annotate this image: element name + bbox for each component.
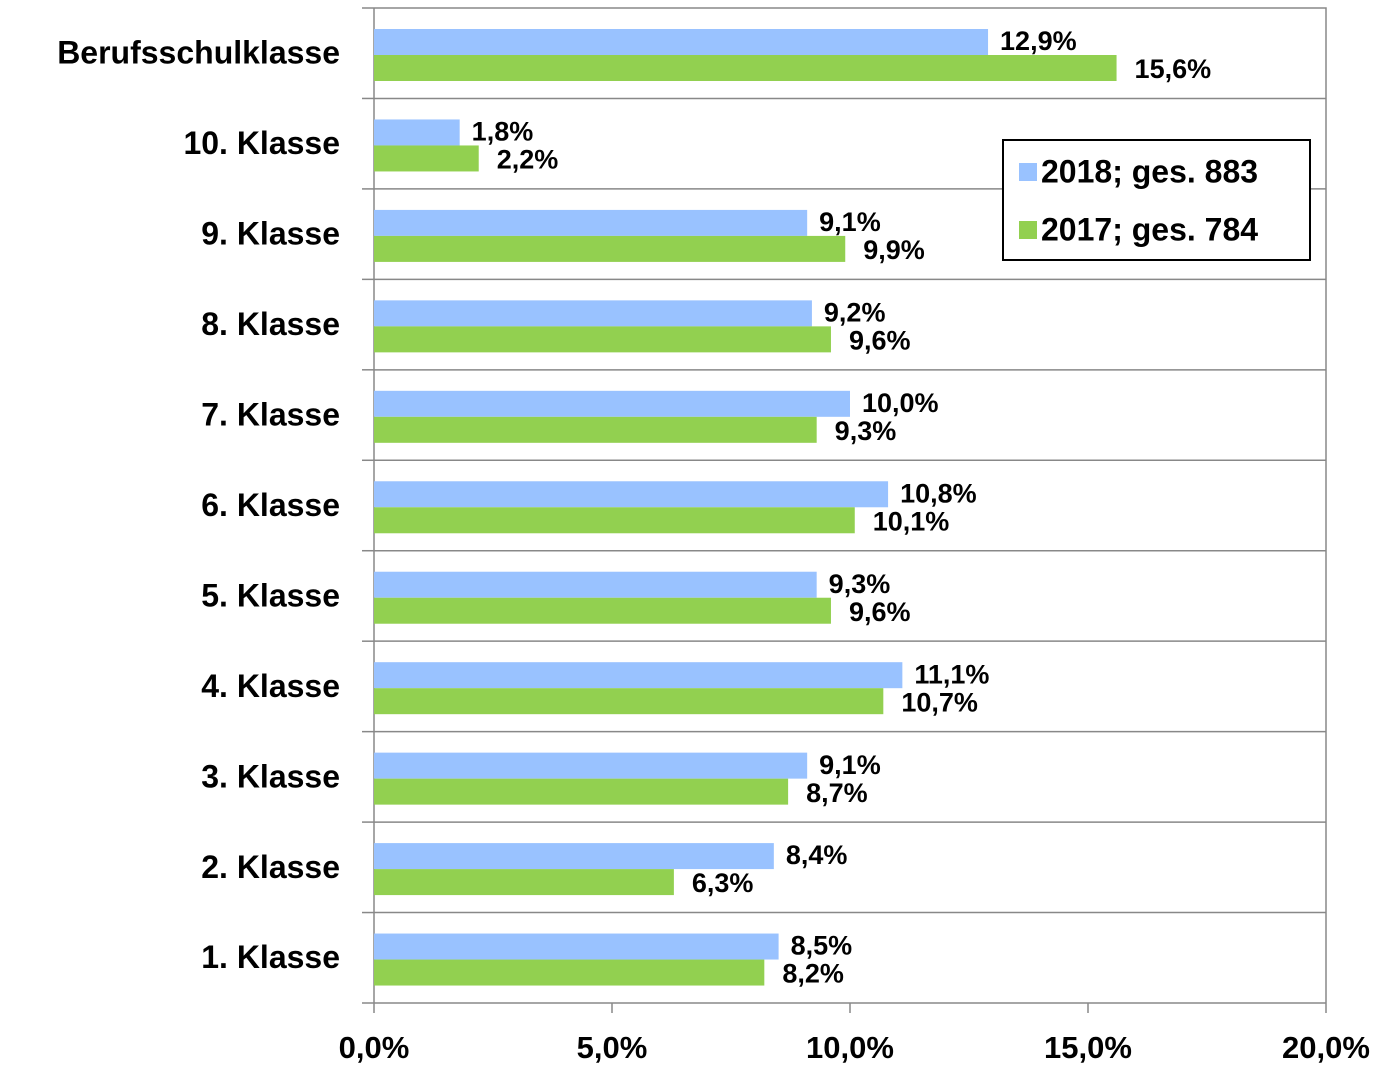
data-label: 9,9% (863, 235, 925, 265)
y-tick-label: 4. Klasse (201, 668, 340, 704)
data-label: 8,4% (786, 840, 848, 870)
bar (374, 933, 779, 960)
data-label: 1,8% (472, 117, 534, 147)
bar (374, 29, 989, 55)
bar (374, 481, 889, 508)
data-label: 6,3% (692, 868, 754, 898)
bar (374, 145, 479, 172)
data-label: 12,9% (1000, 26, 1077, 56)
bar (374, 416, 817, 443)
bar (374, 662, 903, 689)
bar (374, 300, 812, 327)
bar (374, 869, 674, 896)
data-label: 11,1% (914, 659, 989, 689)
data-label: 9,1% (819, 750, 881, 780)
y-tick-label: 1. Klasse (201, 939, 340, 975)
bar (374, 571, 817, 598)
bar (374, 778, 789, 805)
legend-label: 2017; ges. 784 (1041, 211, 1258, 247)
x-tick-label: 5,0% (577, 1030, 648, 1065)
bar (374, 507, 855, 534)
data-label: 9,3% (829, 569, 891, 599)
x-tick-label: 10,0% (806, 1030, 894, 1065)
data-label: 9,3% (835, 416, 897, 446)
y-tick-label: 5. Klasse (201, 577, 340, 613)
y-tick-label: Berufsschulklasse (57, 35, 340, 71)
x-tick-label: 0,0% (339, 1030, 410, 1065)
y-tick-label: 3. Klasse (201, 758, 340, 794)
data-label: 15,6% (1135, 54, 1212, 84)
bar (374, 326, 831, 353)
data-label: 10,0% (862, 388, 939, 418)
data-label: 9,1% (819, 207, 881, 237)
legend-swatch (1019, 163, 1037, 181)
legend-box (1002, 139, 1311, 261)
bar (374, 119, 460, 146)
legend-label: 2018; ges. 883 (1041, 153, 1258, 189)
y-tick-label: 7. Klasse (201, 396, 340, 432)
bar (374, 752, 808, 779)
data-label: 9,6% (849, 597, 911, 627)
y-tick-label: 2. Klasse (201, 849, 340, 885)
legend-swatch (1019, 221, 1037, 239)
data-label: 8,7% (806, 778, 868, 808)
bar (374, 843, 774, 870)
y-tick-label: 8. Klasse (201, 306, 340, 342)
bar (374, 597, 831, 624)
bar (374, 688, 884, 715)
data-label: 10,7% (901, 687, 978, 717)
bar (374, 959, 765, 986)
x-tick-label: 20,0% (1282, 1030, 1370, 1065)
bar (374, 390, 850, 417)
plot-frame (374, 7, 1327, 1003)
bar (374, 209, 808, 236)
data-label: 8,5% (791, 931, 853, 961)
data-label: 9,6% (849, 325, 911, 355)
y-tick-label: 6. Klasse (201, 487, 340, 523)
data-label: 8,2% (782, 959, 844, 989)
x-tick-label: 15,0% (1044, 1030, 1132, 1065)
y-tick-label: 10. Klasse (183, 125, 340, 161)
data-label: 10,8% (900, 478, 977, 508)
y-tick-label: 9. Klasse (201, 216, 340, 252)
bar (374, 235, 846, 262)
bar (374, 55, 1117, 81)
data-label: 10,1% (873, 506, 950, 536)
data-label: 9,2% (824, 297, 886, 327)
data-label: 2,2% (497, 145, 559, 175)
